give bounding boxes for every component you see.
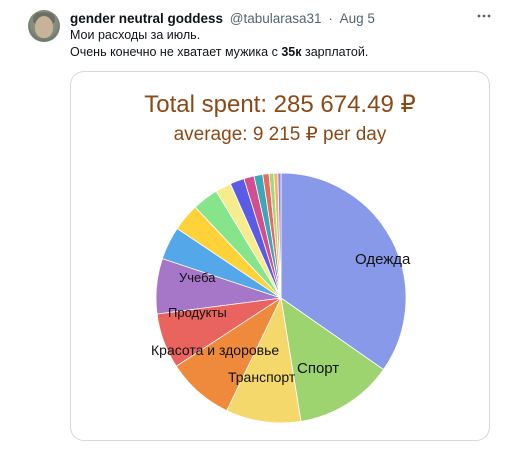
pie-label-4: Продукты (168, 305, 227, 320)
tweet-media-chart[interactable]: Total spent: 285 674.49 ₽ average: 9 215… (70, 71, 490, 441)
tweet-line-2: Очень конечно не хватает мужика с 35к за… (70, 44, 490, 61)
tweet-text: Мои расходы за июль. Очень конечно не хв… (70, 27, 490, 61)
pie-slice-1 (280, 297, 385, 422)
chart-subtitle: average: 9 215 ₽ per day (173, 124, 387, 145)
pie-slice-unlabeled-16 (277, 172, 282, 299)
avatar-face (35, 16, 53, 38)
pie-slice-2 (226, 296, 302, 424)
more-dots-graphic (477, 14, 491, 18)
separator: · (328, 11, 333, 26)
chart-title: Total spent: 285 674.49 ₽ (144, 91, 416, 118)
pie-label-5: Учеба (179, 270, 216, 285)
pie-label-2: Транспорт (228, 369, 296, 385)
pie-label-1: Спорт (297, 360, 339, 377)
pie-slice-0 (280, 172, 407, 371)
author-name[interactable]: gender neutral goddess (70, 11, 224, 26)
tweet-line-2-end: зарплатой. (301, 45, 369, 59)
pie-label-0: Одежда (355, 251, 411, 268)
tweet-header: gender neutral goddess @tabularasa31 · A… (70, 10, 375, 28)
tweet-line-2-start: Очень конечно не хватает мужика с (70, 45, 282, 59)
pie-label-3: Красота и здоровье (151, 342, 279, 358)
tweet-line-2-bold: 35к (281, 45, 302, 59)
avatar[interactable] (28, 10, 60, 42)
more-horizontal-icon[interactable] (474, 8, 494, 28)
author-handle[interactable]: @tabularasa31 (229, 11, 322, 26)
tweet-date[interactable]: Aug 5 (339, 11, 375, 26)
tweet-line-1: Мои расходы за июль. (70, 28, 201, 42)
